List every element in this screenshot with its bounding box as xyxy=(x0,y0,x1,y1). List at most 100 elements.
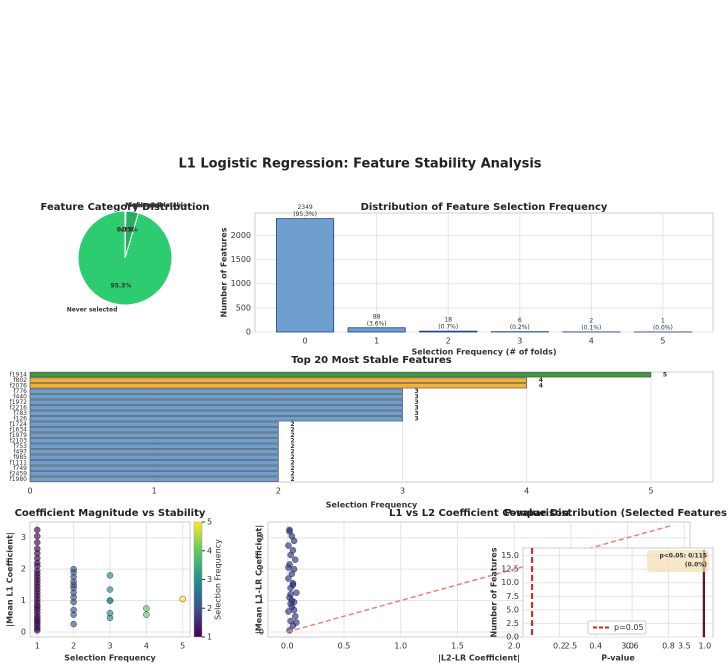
category-label: f2103 xyxy=(10,437,28,444)
x-tick-label: 0 xyxy=(27,487,32,496)
value-label: 4 xyxy=(539,377,543,384)
value-label: 2 xyxy=(290,448,294,455)
value-label: 2 xyxy=(290,454,294,461)
x-tick-label: 2.0 xyxy=(508,642,521,651)
percent-label: (3.6%) xyxy=(367,320,387,327)
value-label: 88 xyxy=(373,313,381,320)
y-tick-label: 5.0 xyxy=(506,605,519,614)
bar xyxy=(29,465,279,471)
x-tick-label: 2 xyxy=(71,642,76,651)
point xyxy=(179,595,186,603)
value-label: 2349 xyxy=(297,204,312,211)
colorbar xyxy=(193,521,203,638)
bar xyxy=(29,383,527,389)
point xyxy=(288,597,296,604)
point xyxy=(70,606,77,614)
point xyxy=(287,617,294,625)
category-label: f783 xyxy=(13,410,27,417)
bar xyxy=(29,438,279,444)
annotation-box xyxy=(647,550,709,572)
y-tick-label: 0 xyxy=(259,627,264,636)
point xyxy=(106,597,114,604)
colorbar-tick-label: 5 xyxy=(207,518,212,527)
bar xyxy=(29,394,403,400)
x-tick-label: 1.0 xyxy=(698,642,711,651)
chart-title: Distribution of Feature Selection Freque… xyxy=(361,202,608,213)
y-tick-label: 3 xyxy=(259,533,264,542)
slice-label: Unstable xyxy=(133,202,163,209)
point xyxy=(292,556,299,563)
reference-line xyxy=(287,524,674,633)
y-tick-label: 1 xyxy=(259,596,264,605)
bar xyxy=(29,405,403,411)
x-tick-label: 5 xyxy=(648,487,653,496)
point xyxy=(290,565,298,573)
value-label: 6 xyxy=(518,317,522,324)
x-tick-label: 1 xyxy=(152,487,157,496)
point xyxy=(289,547,297,554)
y-tick-label: 1000 xyxy=(231,279,251,288)
y-tick-label: 2000 xyxy=(231,231,251,240)
value-label: 2 xyxy=(290,426,294,433)
slice-label: Moderately stable xyxy=(126,202,187,209)
slice-percent: 4.3% xyxy=(121,227,138,234)
category-label: f2076 xyxy=(10,382,28,389)
y-tick-label: 15.0 xyxy=(501,551,519,560)
x-tick-label: 0.0 xyxy=(281,642,294,651)
value-label: 2 xyxy=(290,459,294,466)
x-axis-label: P-value xyxy=(601,654,635,663)
value-label: 3 xyxy=(415,399,419,406)
x-tick-label: 2 xyxy=(446,337,451,346)
colorbar-tick-label: 2 xyxy=(207,604,212,613)
x-tick-label: 1.5 xyxy=(451,642,464,651)
value-label: 18 xyxy=(444,317,452,324)
x-axis-label: |L2-LR Coefficient| xyxy=(438,654,520,663)
x-tick-label: 0.2 xyxy=(553,642,566,651)
y-axis-label: Number of Features xyxy=(490,547,499,637)
y-tick-label: 7.5 xyxy=(506,592,519,601)
category-label: f1111 xyxy=(10,459,28,466)
chart-title: L1 vs L2 Coefficient Comparison xyxy=(389,508,569,519)
y-tick-label: 2 xyxy=(21,565,26,574)
x-tick-label: 0.8 xyxy=(662,642,675,651)
point xyxy=(34,526,41,534)
bar xyxy=(29,432,279,438)
point xyxy=(106,572,114,579)
value-label: 2 xyxy=(290,432,294,439)
x-tick-label: 4 xyxy=(524,487,529,496)
point xyxy=(285,542,292,549)
x-tick-label: 4 xyxy=(144,642,149,651)
point xyxy=(293,589,300,596)
value-label: 3 xyxy=(415,388,419,395)
chart-title: Top 20 Most Stable Features xyxy=(291,355,452,366)
x-tick-label: 3 xyxy=(107,642,112,651)
value-label: 3 xyxy=(415,415,419,422)
x-tick-label: 0.6 xyxy=(626,642,639,651)
slice-label: Highly stable xyxy=(125,202,170,209)
y-tick-label: 0 xyxy=(21,627,26,636)
y-axis-label: Number of Features xyxy=(220,227,229,317)
slice-percent: 0.1% xyxy=(117,226,134,233)
value-label: 3 xyxy=(415,393,419,400)
plot-area xyxy=(29,371,714,483)
bar xyxy=(276,218,335,333)
point xyxy=(290,606,298,614)
point xyxy=(285,575,292,582)
y-tick-label: 2 xyxy=(259,565,264,574)
x-axis-label: Selection Frequency xyxy=(64,654,156,663)
colorbar-tick-label: 1 xyxy=(207,633,212,642)
y-tick-label: 10.0 xyxy=(501,578,519,587)
y-tick-label: 500 xyxy=(236,303,251,312)
y-tick-label: 1500 xyxy=(231,255,251,264)
bar xyxy=(29,399,403,405)
x-tick-label: 4 xyxy=(589,337,594,346)
category-label: f749 xyxy=(13,465,27,472)
category-label: f440 xyxy=(13,393,27,400)
point xyxy=(143,605,150,612)
value-label: 3 xyxy=(415,410,419,417)
y-tick-label: 2.5 xyxy=(506,619,519,628)
point xyxy=(293,619,300,626)
point xyxy=(70,565,77,573)
y-tick-label: 3 xyxy=(21,533,26,542)
